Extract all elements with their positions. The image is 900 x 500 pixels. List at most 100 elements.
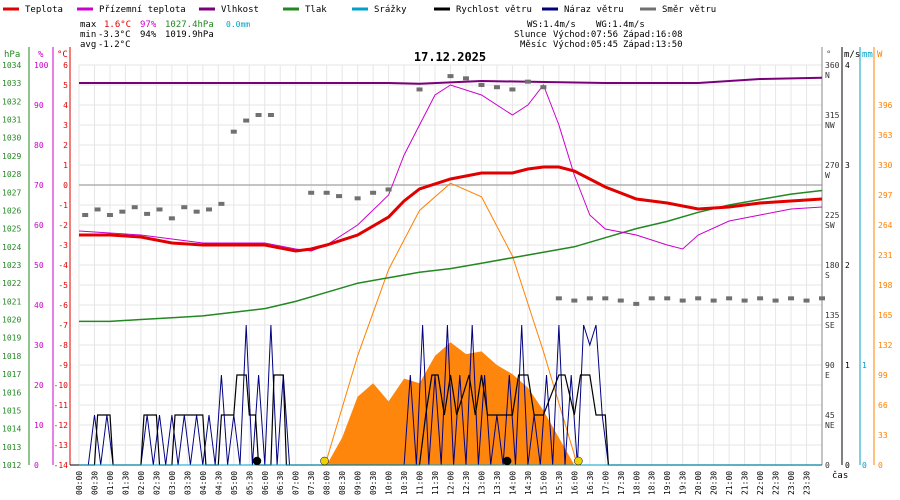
tick-solar-10: 330 <box>878 161 893 170</box>
tick-rain-1: 1 <box>862 361 867 370</box>
tick-time-36: 18:00 <box>632 471 641 495</box>
tick-time-12: 06:00 <box>261 471 270 495</box>
tick-time-1: 00:30 <box>90 471 99 495</box>
tick-humidity-2: 20 <box>34 381 44 390</box>
wind-dir-point-44 <box>772 298 779 303</box>
tick-solar-9: 297 <box>878 191 893 200</box>
wind-dir-point-4 <box>131 205 138 210</box>
tick-dir-name-4: S <box>825 271 830 280</box>
tick-time-34: 17:00 <box>601 471 610 495</box>
tick-time-29: 14:30 <box>524 471 533 495</box>
tick-temp-18: 4 <box>63 101 68 110</box>
tick-dir-0: 0 <box>825 461 830 470</box>
legend-label-7: Směr větru <box>662 5 716 15</box>
wind-dir-point-0 <box>82 213 89 217</box>
tick-temp-13: -1 <box>58 201 68 210</box>
stat-max-label: max <box>80 20 97 30</box>
series-solar-theoretical <box>324 182 578 466</box>
tick-temp-3: -11 <box>54 401 69 410</box>
wind-dir-point-19 <box>354 196 361 201</box>
wind-dir-point-12 <box>230 129 237 134</box>
wind-dir-point-13 <box>243 118 250 123</box>
wind-dir-point-23 <box>447 74 454 79</box>
tick-solar-7: 231 <box>878 251 893 260</box>
tick-time-3: 01:30 <box>121 471 130 495</box>
wind-dir-point-22 <box>416 87 423 92</box>
tick-time-13: 06:30 <box>276 471 285 495</box>
tick-solar-4: 132 <box>878 341 893 350</box>
wind-dir-point-30 <box>555 296 562 301</box>
tick-pressure-2: 1014 <box>2 425 21 434</box>
tick-pressure-18: 1030 <box>2 134 21 143</box>
tick-time-2: 01:00 <box>106 471 115 495</box>
tick-temp-7: -7 <box>58 321 68 330</box>
tick-pressure-13: 1025 <box>2 225 21 234</box>
tick-dir-name-5: SW <box>825 221 835 230</box>
tick-temp-1: -13 <box>54 441 69 450</box>
tick-pressure-7: 1019 <box>2 334 21 343</box>
tick-temp-5: -9 <box>58 361 68 370</box>
tick-pressure-9: 1021 <box>2 297 21 306</box>
tick-temp-9: -5 <box>58 281 68 290</box>
legend-label-2: Vlhkost <box>221 5 259 15</box>
tick-time-35: 17:30 <box>617 471 626 495</box>
wind-dir-point-29 <box>540 85 547 90</box>
wind-dir-point-41 <box>726 296 733 301</box>
tick-pressure-21: 1033 <box>2 79 21 88</box>
unit-deg: ° <box>826 50 831 60</box>
tick-dir-6: 270 <box>825 161 840 170</box>
stat-max-rain: 0.0mm <box>226 20 250 29</box>
unit-hpa: hPa <box>4 50 20 60</box>
tick-time-28: 14:00 <box>508 471 517 495</box>
series-temperature <box>79 165 823 253</box>
wind-dir-point-37 <box>664 296 671 301</box>
tick-time-11: 05:30 <box>245 471 254 495</box>
wind-dir-point-26 <box>493 85 500 90</box>
wind-dir-point-47 <box>819 296 825 301</box>
tick-wind-4: 4 <box>845 61 850 70</box>
tick-time-5: 02:30 <box>152 471 161 495</box>
tick-time-41: 20:30 <box>710 471 719 495</box>
tick-time-40: 20:00 <box>694 471 703 495</box>
tick-humidity-7: 70 <box>34 181 44 190</box>
tick-temp-6: -8 <box>58 341 68 350</box>
tick-pressure-8: 1020 <box>2 316 21 325</box>
tick-solar-1: 33 <box>878 431 888 440</box>
tick-time-25: 12:30 <box>462 471 471 495</box>
tick-time-30: 15:00 <box>539 471 548 495</box>
wind-dir-point-2 <box>106 213 113 217</box>
wind-dir-point-7 <box>168 216 175 221</box>
tick-time-39: 19:30 <box>679 471 688 495</box>
tick-time-32: 16:00 <box>570 471 579 495</box>
wind-dir-point-16 <box>308 190 315 195</box>
tick-pressure-15: 1027 <box>2 188 21 197</box>
moon-set: Západ:13:50 <box>623 40 683 50</box>
tick-time-45: 22:30 <box>772 471 781 495</box>
tick-pressure-12: 1024 <box>2 243 21 252</box>
stat-min-label: min <box>80 30 96 40</box>
tick-time-22: 11:00 <box>416 471 425 495</box>
tick-temp-10: -4 <box>58 261 68 270</box>
stat-min-temp: -3.3°C <box>98 30 131 40</box>
wind-dir-point-20 <box>370 190 377 195</box>
tick-time-18: 09:00 <box>354 471 363 495</box>
tick-dir-name-2: E <box>825 371 830 380</box>
tick-pressure-0: 1012 <box>2 461 21 470</box>
tick-time-38: 19:00 <box>663 471 672 495</box>
marker-2 <box>502 456 512 466</box>
chart-title: 17.12.2025 <box>414 50 486 64</box>
series-pressure <box>79 189 823 323</box>
tick-time-20: 10:00 <box>385 471 394 495</box>
tick-dir-name-7: NW <box>825 121 835 130</box>
wind-dir-point-35 <box>633 301 640 306</box>
tick-pressure-14: 1026 <box>2 206 21 215</box>
wind-dir-point-31 <box>571 298 578 303</box>
tick-time-47: 23:30 <box>803 471 812 495</box>
tick-dir-2: 90 <box>825 361 835 370</box>
tick-time-26: 13:00 <box>477 471 486 495</box>
stat-avg-label: avg <box>80 40 96 50</box>
tick-pressure-3: 1015 <box>2 406 21 415</box>
wind-dir-point-43 <box>757 296 764 301</box>
wind-dir-point-36 <box>648 296 655 301</box>
tick-temp-0: -14 <box>54 461 69 470</box>
